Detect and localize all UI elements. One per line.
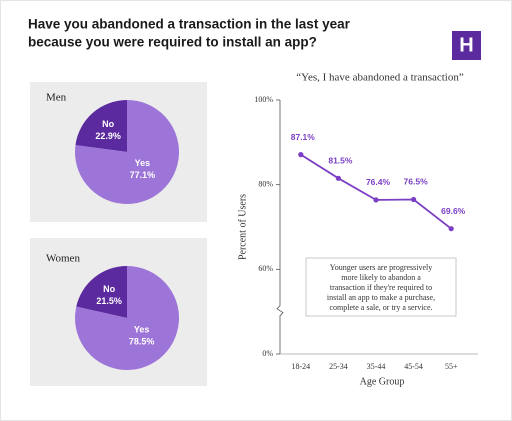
annotation-line: Younger users are progressively bbox=[330, 263, 433, 272]
x-tick-label: 35-44 bbox=[367, 362, 386, 371]
pie-slice bbox=[75, 100, 127, 152]
title-line: because you were required to install an … bbox=[28, 35, 317, 50]
value-label: 76.4% bbox=[366, 177, 391, 187]
annotation-line: transaction if they're required to bbox=[330, 283, 432, 292]
pie-slice bbox=[75, 100, 180, 204]
slice-value: 22.9% bbox=[95, 131, 121, 141]
y-tick-label: 100% bbox=[254, 95, 273, 104]
title-line: Have you abandoned a transaction in the … bbox=[28, 17, 351, 32]
x-tick-label: 25-34 bbox=[329, 362, 348, 371]
chart-title: “Yes, I have abandoned a transaction” bbox=[296, 72, 464, 84]
slice-label: Yes bbox=[135, 158, 151, 168]
point bbox=[373, 197, 379, 203]
pie-slice bbox=[74, 266, 179, 370]
slice-value: 77.1% bbox=[130, 170, 156, 180]
y-tick-label: 80% bbox=[258, 179, 273, 188]
annotation-box bbox=[305, 257, 457, 317]
logo bbox=[452, 31, 481, 60]
pie-title: Women bbox=[46, 253, 80, 265]
y-tick-label: 60% bbox=[258, 264, 273, 273]
pie-title: Men bbox=[46, 92, 67, 104]
slice-value: 21.5% bbox=[96, 296, 122, 306]
y-axis-label: Percent of Users bbox=[237, 194, 248, 260]
value-label: 81.5% bbox=[328, 156, 353, 166]
y-tick-label: 0% bbox=[262, 349, 273, 358]
point bbox=[411, 196, 417, 203]
point bbox=[298, 152, 304, 158]
slice-value: 78.5% bbox=[129, 337, 155, 347]
point bbox=[335, 175, 341, 181]
x-tick-label: 55+ bbox=[445, 362, 458, 371]
y-axis bbox=[276, 100, 284, 354]
value-label: 76.5% bbox=[404, 177, 429, 187]
pie-slice bbox=[76, 266, 127, 318]
annotation-line: install an app to make a purchase, bbox=[327, 293, 435, 302]
annotation-line: complete a sale, or try a service. bbox=[329, 303, 432, 312]
slice-label: Yes bbox=[134, 325, 150, 335]
x-tick-label: 18-24 bbox=[291, 362, 310, 371]
value-label: 87.1% bbox=[291, 132, 316, 142]
annotation-line: more likely to abandon a bbox=[341, 273, 421, 282]
x-axis-label: Age Group bbox=[360, 376, 405, 387]
x-tick-label: 45-54 bbox=[404, 362, 423, 371]
slice-label: No bbox=[103, 284, 115, 294]
point bbox=[448, 226, 454, 232]
value-label: 69.6% bbox=[441, 206, 466, 216]
slice-label: No bbox=[102, 119, 114, 129]
logo-text: H bbox=[459, 34, 473, 56]
